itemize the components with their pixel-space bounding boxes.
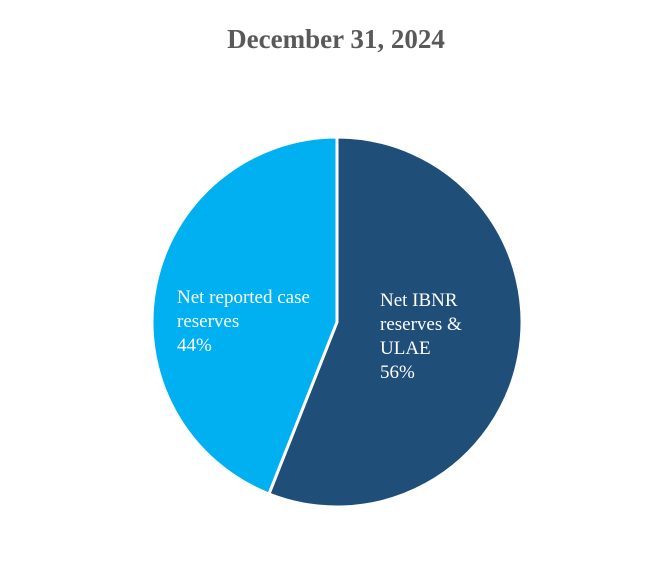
pie-slice-net-reported-case-reserves	[150, 135, 339, 496]
slice-label-line: ULAE	[380, 338, 431, 359]
slice-label-line: reserves	[177, 311, 240, 332]
slice-label-line: reserves &	[380, 314, 462, 335]
chart-title: December 31, 2024	[227, 24, 445, 54]
pie-slice-net-ibnr-reserves-ulae	[266, 135, 524, 509]
slice-label-net-ibnr-reserves-ulae: Net IBNR reserves & ULAE 56%	[380, 289, 462, 385]
slice-label-line: Net reported case	[177, 287, 310, 308]
slice-label-line: Net IBNR	[380, 290, 458, 311]
slice-label-net-reported-case-reserves: Net reported case reserves 44%	[177, 286, 310, 358]
slice-value-label: 56%	[380, 362, 415, 383]
slice-value-label: 44%	[177, 335, 212, 356]
